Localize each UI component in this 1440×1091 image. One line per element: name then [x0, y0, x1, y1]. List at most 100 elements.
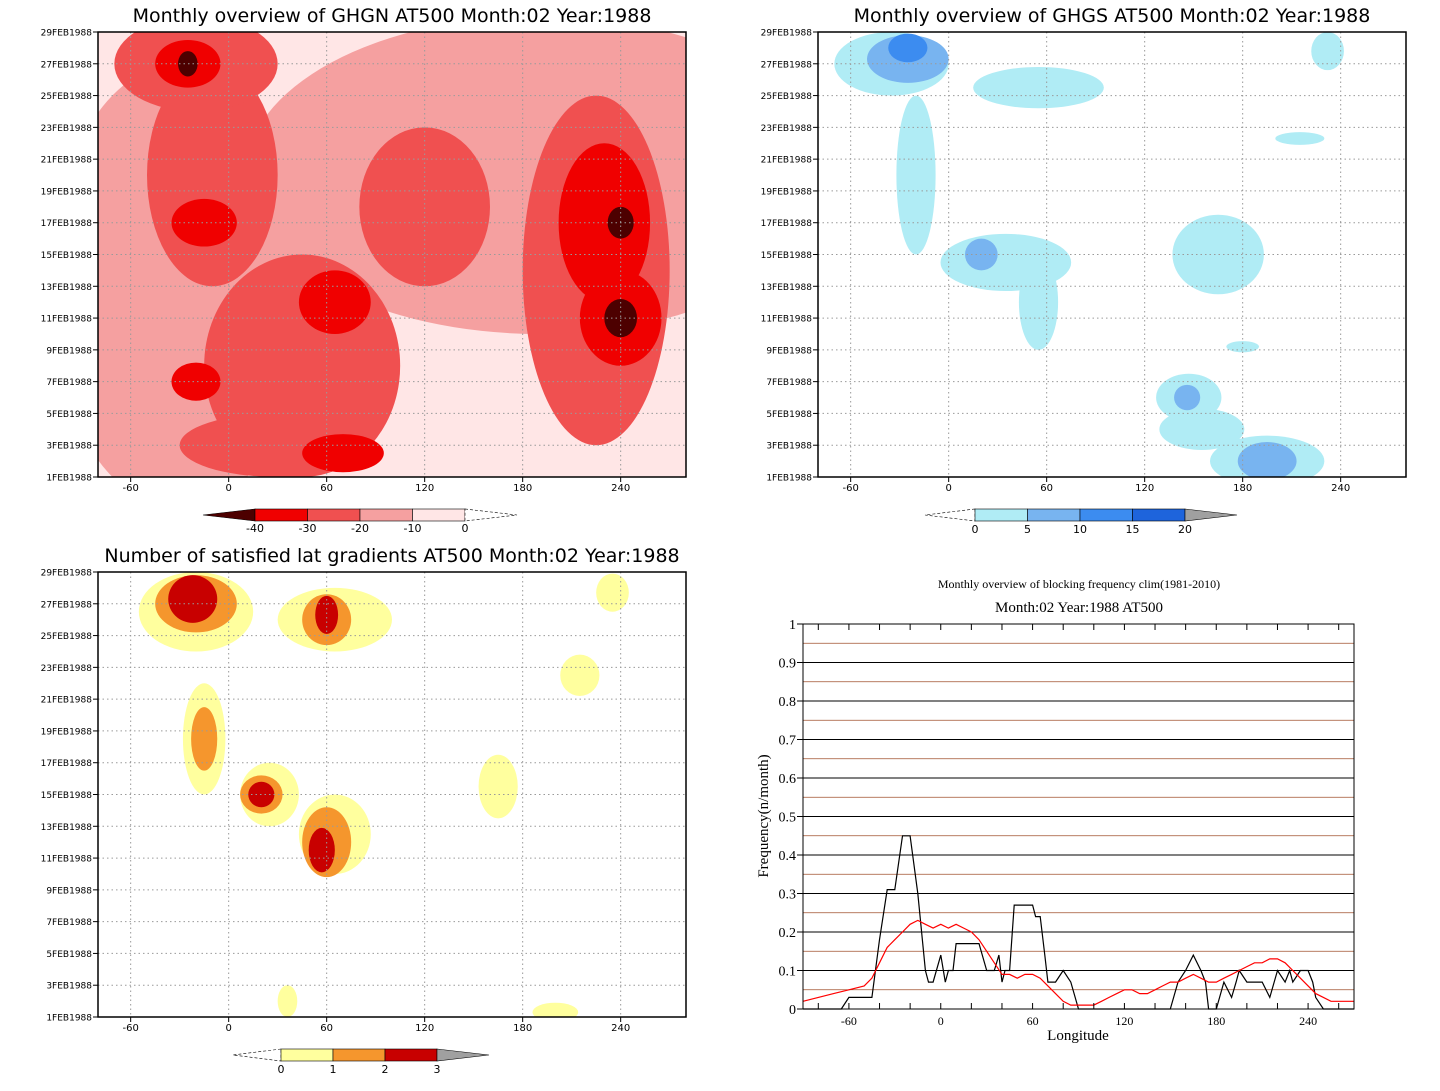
- x-tick-label: -60: [122, 1023, 138, 1034]
- colorbar-extend-high: [464, 508, 518, 522]
- contour-region-level-3: [168, 575, 218, 623]
- x-tick-label: 60: [320, 1023, 333, 1034]
- contour-region-level-1: [1172, 214, 1264, 295]
- y-tick-label: 0.9: [779, 657, 797, 672]
- colorbar-label: 20: [1178, 523, 1192, 536]
- x-tick-label: 120: [1115, 1014, 1133, 1028]
- contour-region-level-1: [532, 1002, 579, 1017]
- colorbar-extend-low: [202, 508, 256, 522]
- y-tick-label: 27FEB1988: [41, 60, 93, 70]
- contour-region-level-3: [558, 143, 651, 303]
- y-tick-label: 23FEB1988: [41, 664, 93, 674]
- colorbar-label: 3: [434, 1063, 441, 1076]
- y-tick-label: 3FEB1988: [766, 442, 812, 452]
- contour-region-level-1: [596, 573, 629, 612]
- y-tick-label: 5FEB1988: [46, 410, 92, 420]
- y-tick-label: 21FEB1988: [41, 696, 93, 706]
- colorbar-label: -40: [246, 522, 264, 535]
- colorbar-segment: [280, 1048, 334, 1062]
- y-axis-label: Frequency(n/month): [756, 754, 772, 877]
- colorbar-segment: [332, 1048, 386, 1062]
- colorbar: 0 1 2 3: [232, 1048, 490, 1076]
- chart-blocking-frequency: Monthly overview of blocking frequency c…: [756, 577, 1355, 1044]
- y-tick-label: 1: [789, 618, 796, 633]
- x-tick-label: -60: [841, 1014, 857, 1028]
- y-tick-label: 9FEB1988: [46, 346, 92, 356]
- contour-region-level-3: [308, 827, 335, 873]
- chart-title: Monthly overview of blocking frequency c…: [938, 577, 1220, 591]
- y-tick-label: 27FEB1988: [761, 60, 813, 70]
- x-tick-label: 60: [1040, 483, 1053, 494]
- y-tick-label: 3FEB1988: [46, 982, 92, 992]
- contour-region-level-3: [888, 33, 928, 63]
- colorbar-segment: [1132, 508, 1186, 522]
- x-tick-label: 120: [1135, 483, 1154, 494]
- contour-region-level-3: [298, 270, 371, 334]
- x-tick-label: 180: [513, 1023, 532, 1034]
- colorbar-label: 15: [1126, 523, 1140, 536]
- x-tick-label: 0: [945, 483, 951, 494]
- contour-region-level-1: [1275, 132, 1325, 145]
- colorbar-segment: [254, 508, 308, 522]
- colorbar-extend-high: [436, 1048, 490, 1062]
- contour-region-level-3: [302, 434, 384, 473]
- contour-region-level-1: [896, 95, 936, 255]
- y-tick-label: 21FEB1988: [41, 156, 93, 166]
- contour-region-level-1: [478, 754, 518, 819]
- colorbar-label: 0: [462, 522, 469, 535]
- x-tick-label: 60: [320, 483, 333, 494]
- x-tick-label: 240: [611, 1023, 630, 1034]
- chart-title: Monthly overview of GHGS AT500 Month:02 …: [854, 5, 1371, 27]
- colorbar-segment: [1079, 508, 1133, 522]
- y-tick-label: 21FEB1988: [761, 156, 813, 166]
- colorbar-segment: [1027, 508, 1081, 522]
- colorbar-segment: [412, 508, 466, 522]
- y-tick-label: 7FEB1988: [766, 378, 812, 388]
- contour-region-level-1: [1159, 408, 1245, 450]
- colorbar-label: 1: [330, 1063, 337, 1076]
- chart-ghgn: Monthly overview of GHGN AT500 Month:02 …: [41, 5, 687, 535]
- y-tick-label: 9FEB1988: [46, 886, 92, 896]
- x-tick-label: 240: [611, 483, 630, 494]
- colorbar-extend-high: [1184, 508, 1238, 522]
- colorbar-segment: [974, 508, 1028, 522]
- x-tick-label: 180: [513, 483, 532, 494]
- contour-region-level-1: [1311, 32, 1344, 71]
- y-tick-label: 9FEB1988: [766, 346, 812, 356]
- chart-lat-gradients: Number of satisfied lat gradients AT500 …: [41, 545, 687, 1076]
- y-tick-label: 23FEB1988: [761, 124, 813, 134]
- colorbar-label: 0: [278, 1063, 285, 1076]
- contour-region-level-2: [191, 707, 218, 771]
- y-tick-label: 23FEB1988: [41, 124, 93, 134]
- colorbar-label: 10: [1073, 523, 1087, 536]
- contour-region-level-4: [178, 51, 198, 77]
- contour-region-level-2: [1237, 442, 1297, 477]
- y-tick-label: 11FEB1988: [761, 315, 813, 325]
- y-tick-label: 15FEB1988: [761, 251, 813, 261]
- y-tick-label: 7FEB1988: [46, 918, 92, 928]
- y-tick-label: 19FEB1988: [41, 727, 93, 737]
- y-tick-label: 0.4: [779, 849, 797, 864]
- contour-region-level-3: [171, 362, 221, 401]
- y-tick-label: 7FEB1988: [46, 378, 92, 388]
- x-tick-label: 240: [1299, 1014, 1317, 1028]
- colorbar-extend-low: [924, 508, 976, 522]
- x-tick-label: 0: [938, 1014, 944, 1028]
- chart-title: Monthly overview of GHGN AT500 Month:02 …: [133, 5, 652, 27]
- colorbar-label: 5: [1024, 523, 1031, 536]
- x-axis-label: Longitude: [1047, 1028, 1109, 1044]
- contour-region-level-1: [973, 66, 1104, 109]
- colorbar: 0 5 10 15 20: [924, 508, 1238, 536]
- contour-region-level-1: [1018, 254, 1059, 350]
- x-tick-label: 120: [415, 483, 434, 494]
- colorbar-segment: [307, 508, 361, 522]
- y-tick-label: 1FEB1988: [766, 474, 812, 484]
- colorbar-label: 2: [382, 1063, 389, 1076]
- colorbar-label: -20: [351, 522, 369, 535]
- contour-region-level-3: [315, 595, 339, 634]
- y-tick-label: 0: [789, 1003, 796, 1018]
- x-tick-label: 180: [1233, 483, 1252, 494]
- y-tick-label: 0.3: [779, 888, 797, 903]
- colorbar-segment: [359, 508, 413, 522]
- y-tick-label: 0.7: [779, 734, 797, 749]
